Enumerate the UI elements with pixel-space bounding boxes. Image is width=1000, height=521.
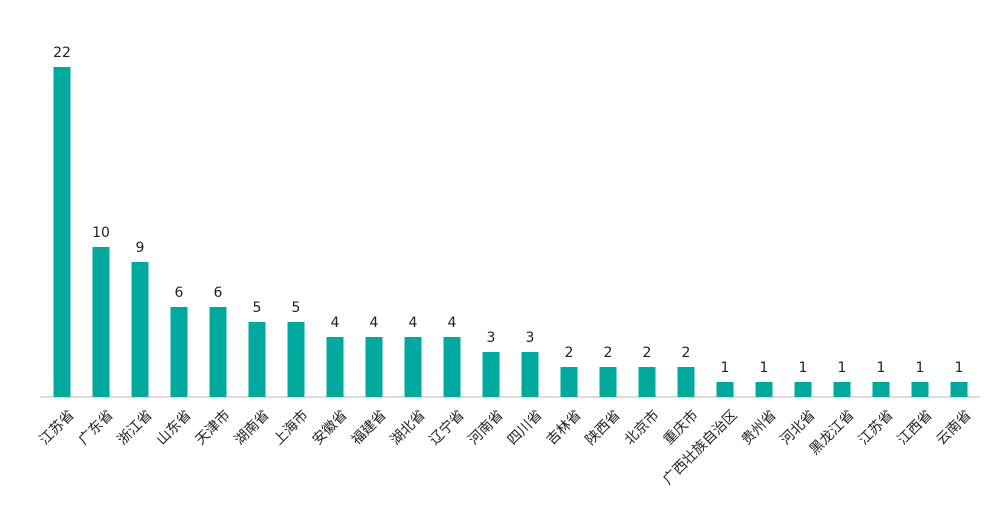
value-label: 4 — [409, 315, 418, 331]
bar — [287, 322, 305, 397]
value-label: 1 — [955, 360, 964, 376]
value-label: 5 — [253, 300, 262, 316]
value-label: 1 — [760, 360, 769, 376]
value-label: 1 — [838, 360, 847, 376]
value-label: 2 — [604, 345, 613, 361]
bar — [209, 307, 227, 397]
bar — [911, 382, 929, 397]
bar — [872, 382, 890, 397]
x-tick-label: 云南省 — [934, 407, 975, 448]
value-label: 9 — [136, 240, 145, 256]
x-tick-label: 江苏省 — [856, 407, 897, 448]
x-tick-label: 江西省 — [895, 407, 936, 448]
value-label: 2 — [565, 345, 574, 361]
value-label: 3 — [487, 330, 496, 346]
x-tick-label: 安徽省 — [310, 407, 351, 448]
bar — [755, 382, 773, 397]
value-label: 1 — [916, 360, 925, 376]
x-tick-label: 湖北省 — [388, 407, 429, 448]
value-label: 10 — [92, 225, 110, 241]
value-label: 2 — [682, 345, 691, 361]
bar — [521, 352, 539, 397]
value-label: 4 — [448, 315, 457, 331]
x-tick-label: 江苏省 — [37, 407, 78, 448]
bar — [950, 382, 968, 397]
bar — [716, 382, 734, 397]
bar — [833, 382, 851, 397]
bar — [248, 322, 266, 397]
bar — [92, 247, 110, 397]
value-label: 4 — [370, 315, 379, 331]
x-tick-label: 陕西省 — [583, 407, 624, 448]
value-label: 6 — [214, 285, 223, 301]
bar — [482, 352, 500, 397]
x-tick-label: 上海市 — [270, 407, 312, 449]
x-tick-label: 天津市 — [192, 407, 234, 449]
x-tick-label: 四川省 — [505, 407, 546, 448]
bar — [638, 367, 656, 397]
bar — [794, 382, 812, 397]
value-label: 6 — [175, 285, 184, 301]
x-tick-label: 北京市 — [621, 407, 663, 449]
value-label: 3 — [526, 330, 535, 346]
value-label: 1 — [877, 360, 886, 376]
bar — [443, 337, 461, 397]
x-tick-label: 山东省 — [154, 407, 195, 448]
bar — [170, 307, 188, 397]
value-label: 5 — [292, 300, 301, 316]
value-label: 1 — [799, 360, 808, 376]
bar — [677, 367, 695, 397]
bar — [404, 337, 422, 397]
value-label: 4 — [331, 315, 340, 331]
x-tick-label: 广东省 — [76, 407, 117, 448]
bar — [131, 262, 149, 397]
x-tick-label: 浙江省 — [115, 407, 156, 448]
bar — [326, 337, 344, 397]
bar — [53, 67, 71, 397]
x-tick-label: 贵州省 — [739, 407, 780, 448]
value-label: 2 — [643, 345, 652, 361]
x-tick-label: 吉林省 — [544, 407, 585, 448]
bar — [599, 367, 617, 397]
x-tick-label: 湖南省 — [232, 407, 273, 448]
bar — [560, 367, 578, 397]
x-tick-label: 福建省 — [349, 407, 390, 448]
value-label: 22 — [53, 45, 71, 61]
x-tick-label: 辽宁省 — [426, 407, 468, 449]
bar — [365, 337, 383, 397]
value-label: 1 — [721, 360, 730, 376]
x-tick-label: 河南省 — [466, 407, 507, 448]
